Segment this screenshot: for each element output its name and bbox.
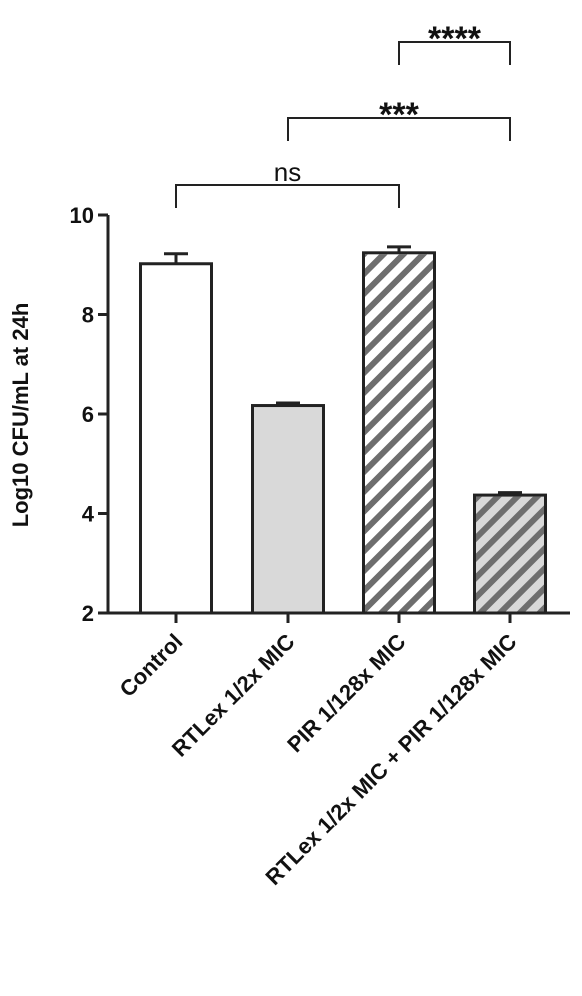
y-tick-label: 4 bbox=[82, 502, 95, 527]
bar-hatch bbox=[476, 496, 544, 612]
bar-hatch bbox=[365, 254, 433, 612]
x-tick-label: RTLex 1/2x MIC bbox=[167, 629, 300, 762]
significance-bracket bbox=[398, 41, 511, 65]
y-tick-label: 8 bbox=[82, 303, 94, 328]
significance-label: **** bbox=[428, 20, 482, 58]
x-tick-label: Control bbox=[115, 629, 188, 702]
bar bbox=[139, 262, 213, 615]
y-tick-label: 10 bbox=[70, 203, 94, 228]
bar bbox=[251, 404, 325, 615]
y-tick-label: 2 bbox=[82, 601, 94, 626]
x-tick-label: PIR 1/128x MIC bbox=[282, 629, 410, 757]
significance-label: ns bbox=[274, 157, 301, 187]
y-axis-label: Log10 CFU/mL at 24h bbox=[8, 303, 33, 528]
y-tick-label: 6 bbox=[82, 402, 94, 427]
significance-label: *** bbox=[379, 96, 419, 134]
significance-bracket bbox=[287, 117, 511, 141]
significance-bracket bbox=[175, 184, 400, 208]
x-tick-label: RTLex 1/2x MIC + PIR 1/128x MIC bbox=[260, 629, 521, 890]
